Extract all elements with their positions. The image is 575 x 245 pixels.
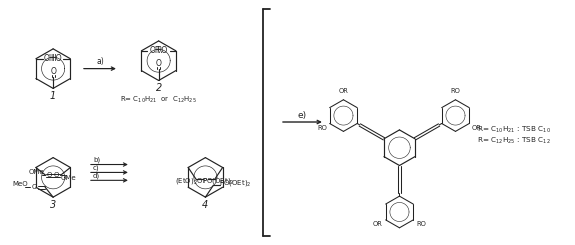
Text: 3: 3 <box>50 200 56 210</box>
Text: RO: RO <box>156 46 167 55</box>
Text: O: O <box>54 172 59 178</box>
Text: HO: HO <box>51 54 62 63</box>
Text: 4: 4 <box>202 200 209 210</box>
Text: PO(OEt)$_2$: PO(OEt)$_2$ <box>202 176 234 186</box>
Text: 1: 1 <box>50 91 56 101</box>
Text: RO: RO <box>451 88 461 94</box>
Text: O: O <box>47 172 52 178</box>
Text: a): a) <box>96 57 104 66</box>
Text: O: O <box>156 59 162 68</box>
Text: b): b) <box>93 156 100 163</box>
Text: R= C$_{10}$H$_{21}$  or  C$_{12}$H$_{25}$: R= C$_{10}$H$_{21}$ or C$_{12}$H$_{25}$ <box>120 95 197 105</box>
Text: RO: RO <box>317 125 327 131</box>
Text: MeO: MeO <box>13 181 28 187</box>
Text: OR: OR <box>472 125 482 131</box>
Text: OR: OR <box>150 46 161 55</box>
Text: OH: OH <box>44 54 56 63</box>
Text: PO(OEt)$_2$: PO(OEt)$_2$ <box>219 178 251 188</box>
Text: O: O <box>32 184 37 190</box>
Text: R= C$_{10}$H$_{21}$ : TSB C$_{10}$: R= C$_{10}$H$_{21}$ : TSB C$_{10}$ <box>477 125 551 135</box>
Text: RO: RO <box>416 221 426 227</box>
Text: OMe: OMe <box>61 175 76 181</box>
Text: d): d) <box>93 172 100 179</box>
Text: OR: OR <box>339 88 348 94</box>
Text: e): e) <box>297 110 306 120</box>
Text: OR: OR <box>373 221 383 227</box>
Text: c): c) <box>93 164 99 171</box>
Text: OMe: OMe <box>29 170 44 175</box>
Text: O: O <box>50 67 56 76</box>
Text: (EtO)$_2$OP: (EtO)$_2$OP <box>175 176 208 186</box>
Text: R= C$_{12}$H$_{25}$ : TSB C$_{12}$: R= C$_{12}$H$_{25}$ : TSB C$_{12}$ <box>477 136 551 146</box>
Text: 2: 2 <box>155 83 162 93</box>
